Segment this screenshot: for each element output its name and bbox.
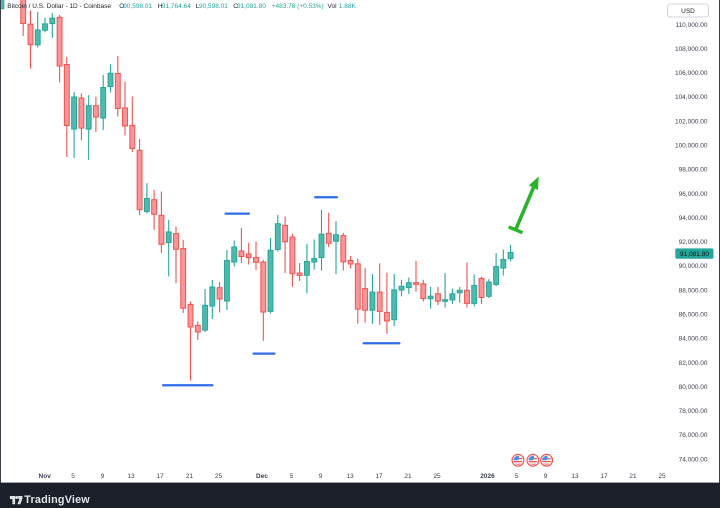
svg-text:106,000.00: 106,000.00 — [675, 70, 708, 77]
svg-text:76,000.00: 76,000.00 — [679, 432, 708, 439]
svg-text:21: 21 — [404, 473, 412, 480]
svg-text:TradingView: TradingView — [24, 494, 90, 506]
svg-text:17: 17 — [600, 473, 608, 480]
svg-text:94,000.00: 94,000.00 — [679, 215, 708, 222]
svg-text:98,000.00: 98,000.00 — [679, 167, 708, 174]
svg-text:82,000.00: 82,000.00 — [679, 360, 708, 367]
svg-text:Bitcoin / U.S. Dollar - 1D - C: Bitcoin / U.S. Dollar - 1D - Coinbase — [7, 3, 111, 10]
svg-text:25: 25 — [433, 473, 441, 480]
svg-text:84,000.00: 84,000.00 — [679, 336, 708, 343]
svg-text:90,598.01: 90,598.01 — [123, 3, 152, 10]
svg-text:100,000.00: 100,000.00 — [675, 143, 708, 150]
svg-text:5: 5 — [290, 473, 294, 480]
svg-text:9: 9 — [544, 473, 548, 480]
svg-text:21: 21 — [186, 473, 194, 480]
svg-text:17: 17 — [375, 473, 383, 480]
svg-text:O: O — [119, 3, 124, 10]
svg-text:9: 9 — [319, 473, 323, 480]
svg-text:88,000.00: 88,000.00 — [679, 287, 708, 294]
svg-text:C: C — [233, 3, 238, 10]
svg-text:USD: USD — [681, 8, 695, 15]
svg-text:H: H — [158, 3, 163, 10]
svg-text:5: 5 — [515, 473, 519, 480]
svg-text:21: 21 — [629, 473, 637, 480]
svg-text:Nov: Nov — [39, 473, 52, 480]
svg-text:91,764.64: 91,764.64 — [162, 3, 191, 10]
svg-text:Vol: Vol — [328, 3, 338, 10]
svg-text:102,000.00: 102,000.00 — [675, 118, 708, 125]
svg-text:1.88K: 1.88K — [339, 3, 357, 10]
svg-text:25: 25 — [658, 473, 666, 480]
svg-text:9: 9 — [101, 473, 105, 480]
svg-text:86,000.00: 86,000.00 — [679, 312, 708, 319]
svg-text:13: 13 — [571, 473, 579, 480]
svg-text:25: 25 — [215, 473, 223, 480]
svg-text:92,000.00: 92,000.00 — [679, 239, 708, 246]
svg-text:78,000.00: 78,000.00 — [679, 408, 708, 415]
svg-text:5: 5 — [71, 473, 75, 480]
svg-text:13: 13 — [346, 473, 354, 480]
svg-text:L: L — [196, 3, 200, 10]
svg-text:80,000.00: 80,000.00 — [679, 384, 708, 391]
svg-text:13: 13 — [127, 473, 135, 480]
svg-text:108,000.00: 108,000.00 — [675, 46, 708, 53]
svg-text:90,000.00: 90,000.00 — [679, 263, 708, 270]
svg-text:17: 17 — [156, 473, 164, 480]
svg-text:104,000.00: 104,000.00 — [675, 94, 708, 101]
svg-text:91,081.80: 91,081.80 — [237, 3, 266, 10]
svg-text:+483.78 (+0.53%): +483.78 (+0.53%) — [272, 3, 324, 10]
svg-text:Dec: Dec — [256, 473, 268, 480]
svg-text:2026: 2026 — [480, 473, 495, 480]
svg-text:96,000.00: 96,000.00 — [679, 191, 708, 198]
svg-text:74,000.00: 74,000.00 — [679, 456, 708, 463]
svg-text:110,000.00: 110,000.00 — [675, 22, 707, 29]
svg-text:90,598.01: 90,598.01 — [199, 3, 228, 10]
svg-text:91,081.80: 91,081.80 — [680, 251, 709, 258]
